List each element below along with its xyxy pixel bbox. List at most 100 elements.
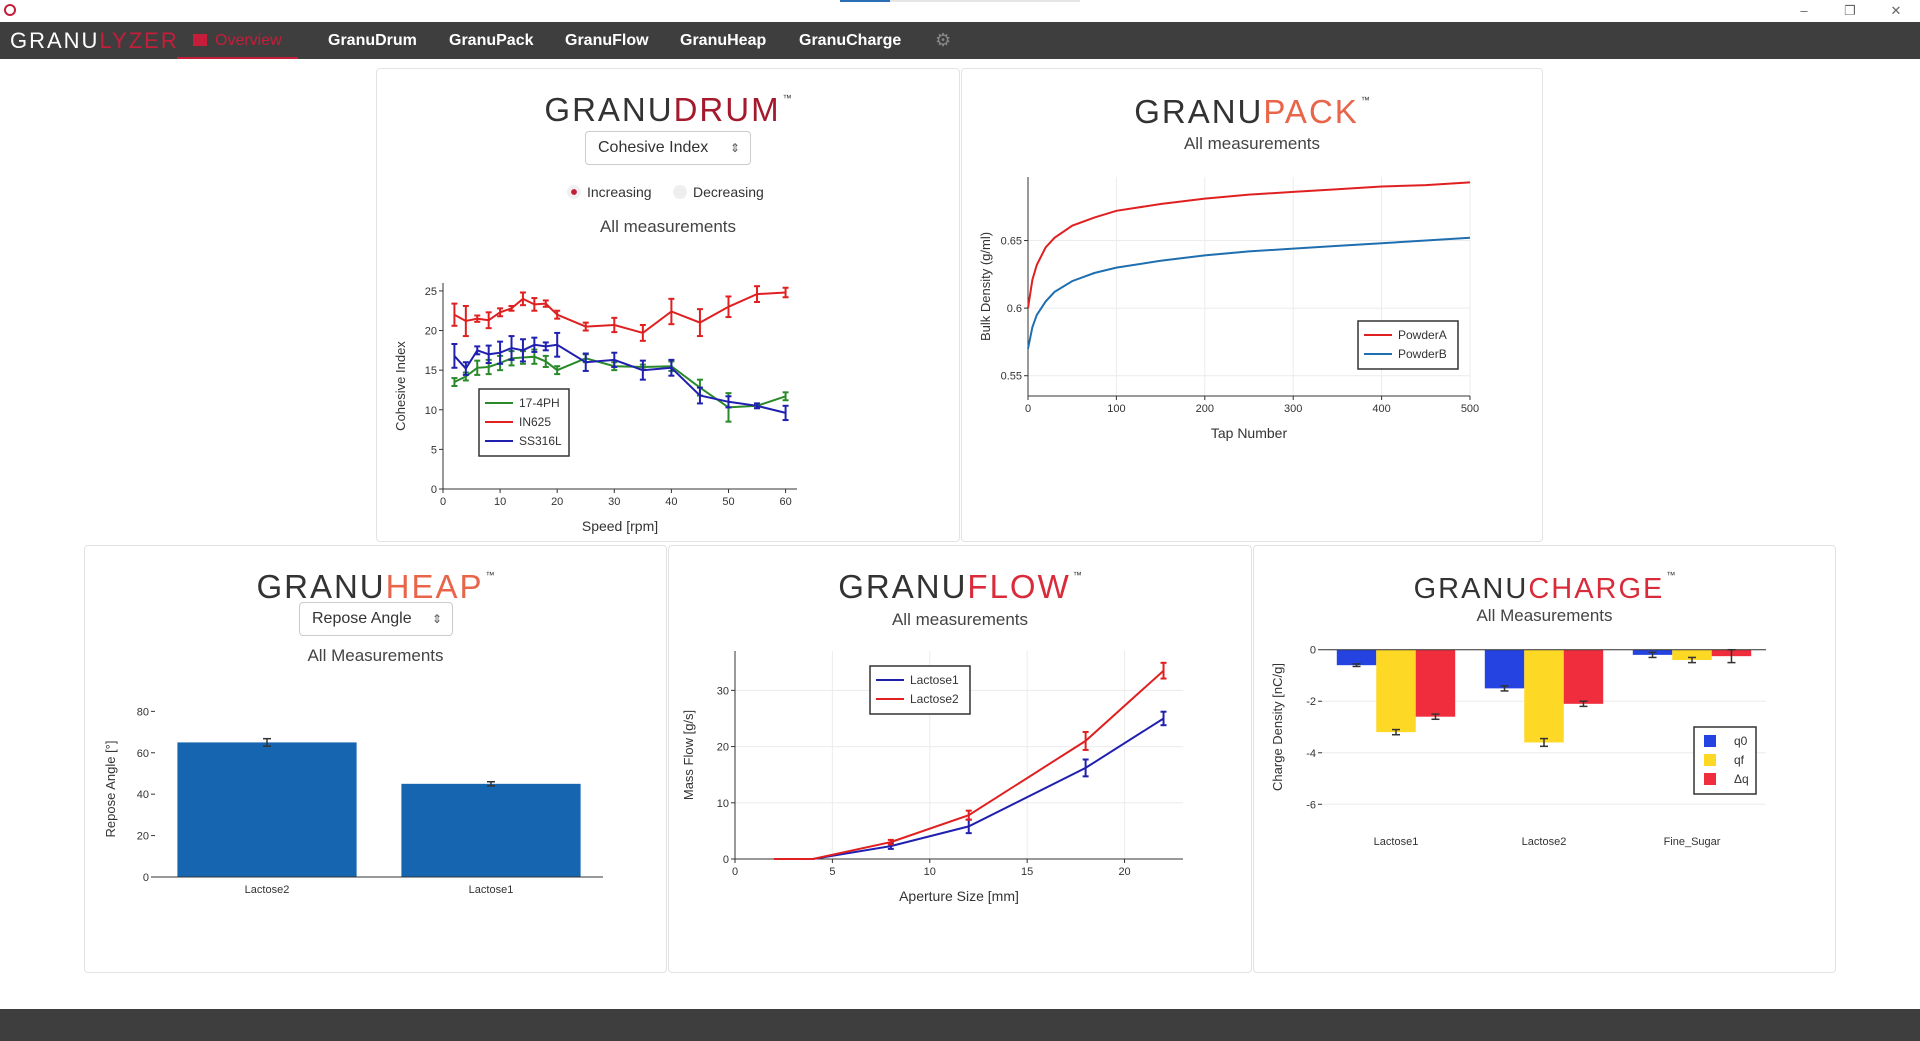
legend-label: q0 — [1734, 734, 1748, 748]
y-tick-label: 0 — [723, 854, 729, 866]
granucharge-title: GRANUCHARGE ™ — [1254, 558, 1835, 606]
y-tick-label: 0.55 — [1001, 371, 1022, 383]
title-flow: FLOW — [967, 568, 1071, 605]
x-tick-label: 15 — [1021, 866, 1033, 878]
gear-icon[interactable]: ⚙ — [935, 30, 952, 50]
y-tick-label: 60 — [137, 748, 149, 760]
title-granu: GRANU — [1413, 573, 1529, 605]
bar-Lactose2-qf — [1524, 649, 1564, 743]
x-tick-label: 20 — [551, 496, 563, 508]
heap-chart: 0 20 40 60 80 Repose Angle [°] Lactose2 Lactose… — [103, 706, 603, 896]
series-line-IN625 — [453, 291, 786, 334]
y-axis-title: Charge Density [nC/g] — [1270, 663, 1285, 791]
drum-subtitle: All measurements — [599, 217, 737, 236]
legend-label: Lactose2 — [910, 692, 959, 706]
x-tick-label: 300 — [1284, 403, 1302, 415]
chevron-updown-icon: ⇕ — [729, 141, 740, 155]
charge-chart: 0 -2 -4 -6 Charge Density [nC/g] Lactose1 Lact… — [1270, 645, 1766, 848]
y-tick-label: 30 — [717, 685, 729, 697]
y-tick-label: 20 — [425, 326, 437, 338]
pack-chart: 0 100 200 300 400 500 0.55 0.6 0.65 Tap Number Bul… — [978, 177, 1479, 441]
granupack-title: GRANUPACK ™ — [962, 83, 1542, 129]
title-charge: CHARGE — [1528, 573, 1665, 605]
bar-Lactose2-q0 — [1484, 649, 1525, 689]
trademark: ™ — [1072, 570, 1082, 580]
y-tick-label: 25 — [425, 286, 437, 298]
window-title-bar: – ❐ ✕ — [0, 0, 1920, 22]
y-tick-label: 15 — [425, 365, 437, 377]
heap-subtitle: All Measurements — [307, 646, 444, 665]
x-tick-label: 10 — [924, 866, 936, 878]
radio-dot-off — [673, 185, 687, 199]
y-tick-label: 0 — [143, 872, 149, 884]
granupack-panel: GRANUPACK ™ All measurements 0 100 200 300 40… — [961, 68, 1543, 542]
restore-button[interactable]: ❐ — [1844, 3, 1856, 18]
top-navbar: GRANULYZER Overview GranuDrum GranuPack … — [0, 22, 1920, 59]
title-heap: HEAP — [385, 568, 484, 605]
tab-granuflow[interactable]: GranuFlow — [565, 32, 649, 49]
category-label: Lactose2 — [1522, 836, 1567, 848]
title-granu: GRANU — [838, 568, 968, 605]
radio-increasing[interactable]: Increasing — [567, 184, 652, 200]
charge-subtitle: All Measurements — [1476, 606, 1613, 625]
legend-label: PowderB — [1398, 347, 1447, 361]
tab-granupack[interactable]: GranuPack — [449, 32, 534, 49]
app-icon — [4, 4, 16, 16]
close-button[interactable]: ✕ — [1890, 3, 1902, 18]
y-tick-label: 10 — [717, 798, 729, 810]
tab-overview[interactable]: Overview — [177, 22, 298, 59]
heap-select-value: Repose Angle — [312, 610, 412, 627]
y-tick-label: -2 — [1306, 696, 1316, 708]
y-tick-label: 80 — [137, 706, 149, 718]
legend-label: IN625 — [519, 415, 551, 429]
radio-decreasing[interactable]: Decreasing — [673, 184, 764, 200]
bar-Lactose2-values — [177, 742, 357, 877]
y-axis-title: Mass Flow [g/s] — [681, 710, 696, 800]
x-axis-title: Aperture Size [mm] — [899, 888, 1019, 904]
x-tick-label: 20 — [1118, 866, 1130, 878]
category-label: Lactose1 — [1374, 836, 1419, 848]
legend-swatch — [1704, 735, 1716, 747]
x-tick-label: 400 — [1372, 403, 1390, 415]
title-progress-accent — [840, 0, 890, 2]
legend-label: SS316L — [519, 434, 562, 448]
granudrum-title: GRANUDRUM ™ — [377, 81, 959, 127]
x-tick-label: 100 — [1107, 403, 1125, 415]
y-tick-label: 0.6 — [1007, 303, 1022, 315]
legend-box — [869, 665, 971, 715]
legend-swatch — [1704, 754, 1716, 766]
title-progress-line — [840, 0, 1080, 2]
tab-overview-label: Overview — [215, 32, 282, 49]
drum-chart: 0 10 20 30 40 50 60 0 5 10 15 20 25 Speed [rpm] Cohesi… — [393, 283, 797, 534]
legend-box — [1357, 320, 1459, 370]
trademark: ™ — [1666, 570, 1676, 580]
bar-Lactose1-qf — [1376, 649, 1416, 733]
granudrum-panel: GRANUDRUM ™ Cohesive Index ⇕ Increasing De… — [376, 68, 960, 542]
x-tick-label: 30 — [608, 496, 620, 508]
y-tick-label: 10 — [425, 405, 437, 417]
drum-metric-select[interactable]: Cohesive Index ⇕ — [585, 131, 751, 165]
x-tick-label: 200 — [1196, 403, 1214, 415]
x-axis-title: Speed [rpm] — [582, 518, 658, 534]
y-tick-label: 40 — [137, 789, 149, 801]
minimize-button[interactable]: – — [1800, 3, 1808, 18]
legend-swatch — [1704, 773, 1716, 785]
tab-granudrum[interactable]: GranuDrum — [328, 32, 417, 49]
bar-Lactose1-Δq — [1415, 649, 1456, 717]
flow-chart: 0 5 10 15 20 0 10 20 30 Aperture Size [mm] Mass Fl… — [681, 651, 1183, 904]
series-line-SS316L — [453, 343, 786, 414]
title-pack: PACK — [1263, 93, 1359, 130]
legend-label: Δq — [1734, 772, 1749, 786]
x-tick-label: 10 — [494, 496, 506, 508]
trademark: ™ — [782, 93, 792, 103]
y-axis-title: Cohesive Index — [393, 341, 408, 431]
overview-icon — [193, 34, 207, 46]
heap-metric-select[interactable]: Repose Angle ⇕ — [299, 602, 453, 636]
tab-granuheap[interactable]: GranuHeap — [680, 32, 767, 49]
category-label: Fine_Sugar — [1664, 836, 1721, 848]
radio-dot-on — [567, 185, 581, 199]
tab-granucharge[interactable]: GranuCharge — [799, 32, 902, 49]
series-line-Lactose2 — [774, 669, 1165, 860]
x-tick-label: 0 — [440, 496, 446, 508]
y-tick-label: 20 — [137, 831, 149, 843]
